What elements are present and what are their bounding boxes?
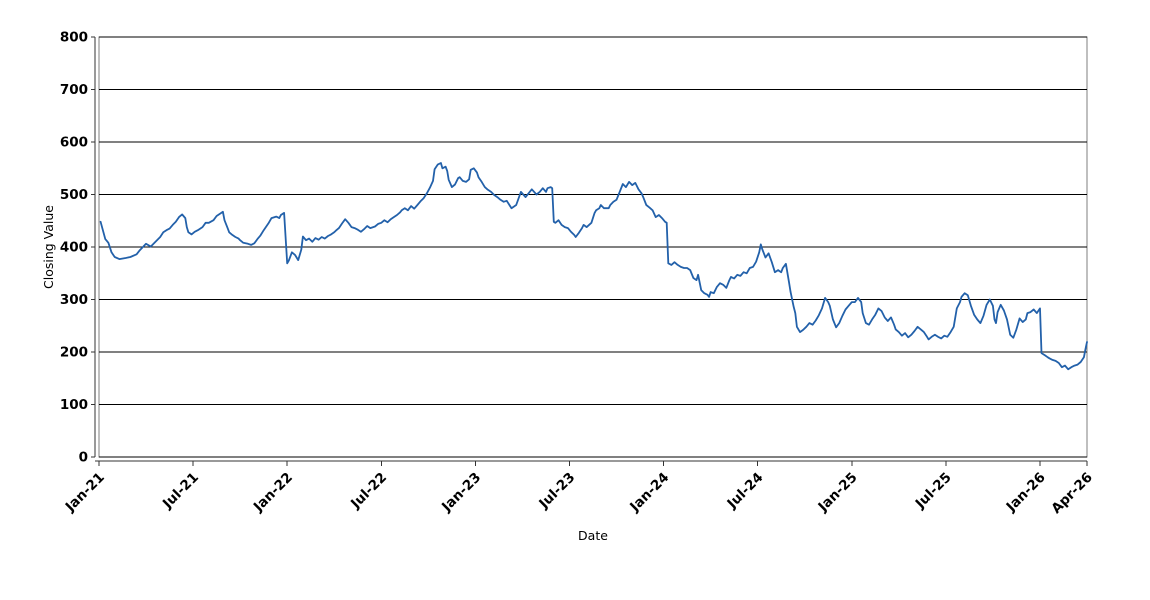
x-tick-label: Jul-22	[347, 470, 390, 513]
y-tick-label: 800	[60, 30, 88, 46]
y-tick-label: 700	[60, 82, 88, 98]
y-tick-label: 500	[60, 187, 88, 203]
x-axis-title: Date	[578, 528, 608, 543]
x-tick-label: Jan-22	[250, 470, 296, 516]
x-tick-label: Jan-23	[438, 470, 484, 516]
x-tick-label: Jul-25	[912, 470, 955, 513]
x-tick-label: Jul-24	[724, 470, 767, 513]
x-tick-label: Jul-21	[159, 470, 202, 513]
x-tick-label: Jan-21	[62, 470, 108, 516]
x-tick-label: Jan-26	[1003, 470, 1049, 516]
y-tick-label: 0	[79, 450, 88, 466]
y-tick-label: 100	[60, 397, 88, 413]
y-tick-label: 200	[60, 345, 88, 361]
y-axis-title: Closing Value	[41, 205, 56, 289]
y-tick-label: 600	[60, 135, 88, 151]
x-tick-label: Jan-25	[815, 470, 861, 516]
series-line-closing-value	[99, 162, 1088, 371]
x-tick-label: Apr-26	[1048, 470, 1095, 517]
y-tick-label: 400	[60, 240, 88, 256]
x-tick-label: Jul-23	[535, 470, 578, 513]
x-tick-label: Jan-24	[626, 470, 672, 516]
y-tick-label: 300	[60, 292, 88, 308]
